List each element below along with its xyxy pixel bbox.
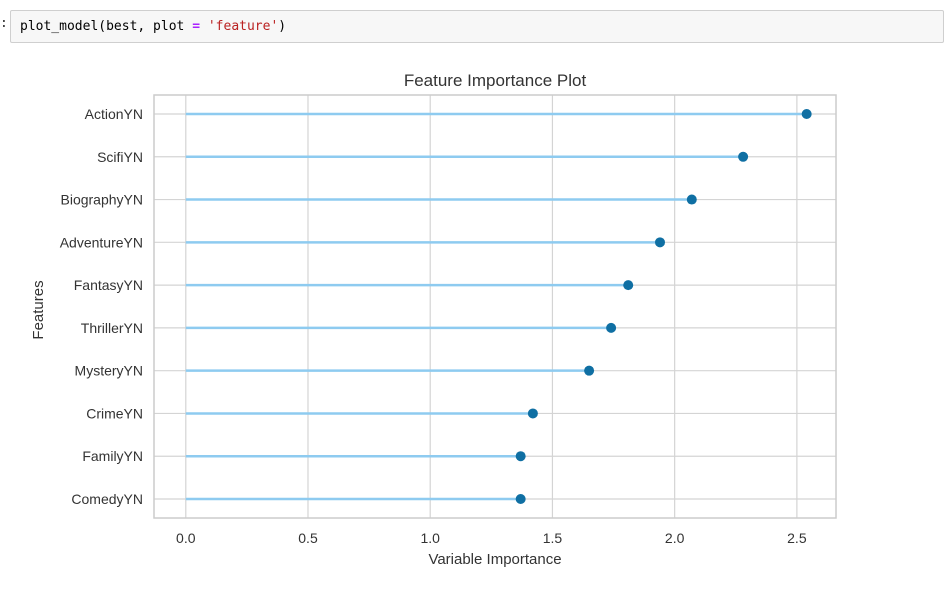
grid-layer: [154, 95, 836, 518]
y-tick-label: FantasyYN: [74, 277, 143, 293]
y-tick-labels: ActionYN ScifiYN BiographyYN AdventureYN Fan…: [60, 106, 143, 507]
x-tick-label: 0.5: [298, 530, 318, 546]
data-point: [738, 151, 749, 162]
code-space: [200, 19, 208, 34]
y-tick-label: CrimeYN: [86, 405, 143, 421]
data-point: [515, 451, 526, 462]
y-axis-label: Features: [30, 280, 47, 339]
data-point: [606, 322, 617, 333]
x-tick-label: 1.5: [543, 530, 563, 546]
cell-prompt: :: [0, 16, 8, 31]
data-point: [686, 194, 697, 205]
y-tick-label: FamilyYN: [82, 448, 143, 464]
x-axis-label: Variable Importance: [428, 551, 561, 568]
marker-layer: [515, 109, 812, 504]
chart-title: Feature Importance Plot: [404, 71, 587, 90]
x-tick-label: 2.0: [665, 530, 685, 546]
plot-frame: [153, 94, 837, 519]
code-close-paren: ): [278, 19, 287, 34]
y-tick-label: AdventureYN: [60, 234, 143, 250]
data-point: [801, 109, 812, 119]
x-tick-labels: 0.0 0.5 1.0 1.5 2.0 2.5: [176, 530, 807, 546]
chart-output: Feature Importance Plot ActionYN ScifiYN B…: [0, 60, 944, 580]
feature-importance-chart: Feature Importance Plot ActionYN ScifiYN B…: [30, 71, 837, 568]
data-point: [655, 237, 665, 248]
stem-layer: [185, 112, 807, 501]
x-tick-label: 0.0: [176, 530, 196, 546]
data-point: [515, 494, 526, 504]
data-point: [623, 280, 634, 291]
y-tick-label: ThrillerYN: [81, 320, 143, 336]
y-tick-label: BiographyYN: [61, 192, 144, 208]
code-function-call: plot_model(best, plot: [20, 19, 193, 34]
code-cell-input[interactable]: plot_model(best, plot = 'feature'): [10, 10, 944, 43]
code-operator: =: [192, 19, 201, 34]
y-tick-label: ActionYN: [85, 106, 143, 122]
data-point: [527, 408, 538, 419]
code-string-literal: 'feature': [207, 19, 279, 34]
y-tick-label: ComedyYN: [71, 491, 143, 507]
data-point: [584, 365, 595, 376]
x-tick-label: 2.5: [787, 530, 807, 546]
y-tick-label: ScifiYN: [97, 149, 143, 165]
x-tick-label: 1.0: [420, 530, 440, 546]
y-tick-label: MysteryYN: [75, 363, 143, 379]
